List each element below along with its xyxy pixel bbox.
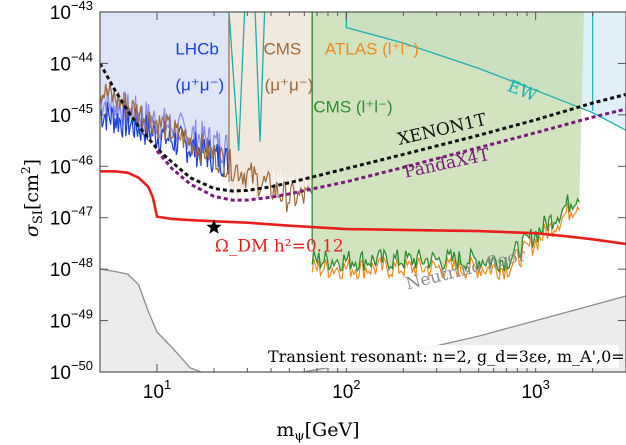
curve-label-cms-mumu: CMS [263, 39, 301, 58]
plot-frame [99, 11, 626, 373]
atlas-curve [311, 202, 580, 281]
lhcb-curve [100, 101, 230, 178]
lhcb-light-curve [100, 88, 230, 165]
annotation-text: Transient resonant: n=2, g_d=3εe, m_A',0… [268, 347, 626, 366]
curve-label-lhcb: (μ⁺μ⁻) [175, 75, 224, 94]
xenon1t-curve [100, 62, 626, 193]
y-tick-label: 10−46 [50, 152, 93, 178]
annotation-box: Transient resonant: n=2, g_d=3εe, m_A',0… [265, 345, 626, 368]
pandax4t-curve [155, 107, 626, 202]
cms-mumu-region [228, 12, 313, 202]
y-tick-label: 10−45 [50, 101, 93, 127]
benchmark-star-marker [206, 219, 222, 234]
y-tick-label: 10−49 [50, 307, 93, 333]
curve-label-relic: Ω_DM h²=0.12 [215, 237, 344, 257]
cms-ll-curve [311, 194, 580, 273]
ew-curve [345, 12, 626, 131]
y-tick-label: 10−43 [50, 0, 93, 24]
y-tick-label: 10−50 [50, 358, 93, 384]
curve-label-atlas: ATLAS (l⁺l⁻) [325, 39, 419, 58]
y-axis-label: σSI[cm2] [19, 159, 46, 237]
neutrino-floor-curve [100, 268, 626, 372]
resonance-dip-curve [228, 12, 266, 151]
y-tick-label: 10−44 [50, 49, 93, 75]
x-tick-label: 101 [143, 377, 171, 403]
y-tick-label: 10−47 [50, 204, 93, 230]
x-tick-label: 102 [332, 377, 360, 403]
curve-label-cms-mumu: (μ⁺μ⁻) [265, 75, 314, 94]
curve-label-cms-ll: CMS (l⁺l⁻) [313, 98, 392, 117]
curve-label-lhcb: LHCb [175, 39, 218, 58]
x-axis-label: mψ[GeV] [276, 419, 359, 444]
x-tick-label: 103 [521, 377, 549, 403]
y-tick-label: 10−48 [50, 255, 93, 281]
